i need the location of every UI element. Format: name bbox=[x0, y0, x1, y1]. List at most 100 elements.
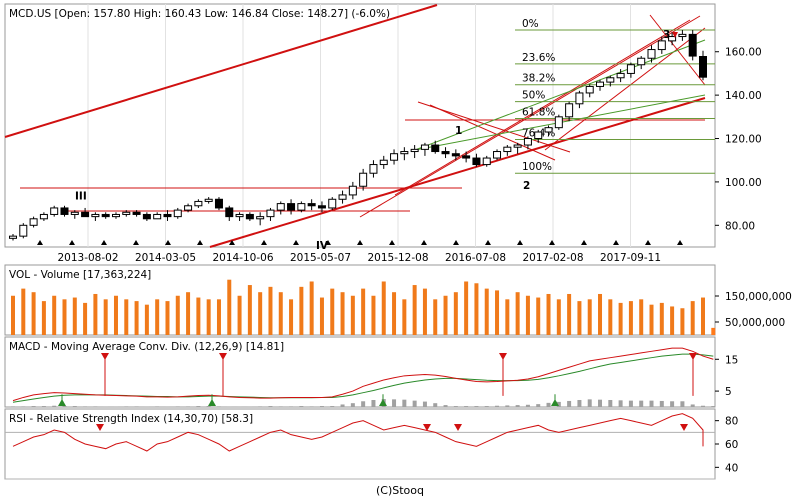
volume-bar bbox=[134, 301, 139, 335]
candle-body bbox=[348, 185, 357, 196]
time-marker bbox=[165, 240, 171, 245]
candle-body bbox=[39, 213, 48, 220]
macd-histogram-bar bbox=[350, 403, 355, 407]
price-title: MCD.US [Open: 157.80 High: 160.43 Low: 1… bbox=[9, 8, 390, 20]
candle-body bbox=[338, 194, 347, 200]
volume-bar bbox=[268, 286, 273, 335]
volume-bar bbox=[258, 292, 263, 335]
macd-histogram-bar bbox=[484, 406, 489, 407]
macd-sell-marker bbox=[101, 353, 109, 360]
macd-buy-marker bbox=[58, 399, 66, 406]
volume-bar bbox=[608, 299, 613, 335]
candle-body bbox=[678, 33, 687, 38]
candle-body bbox=[173, 209, 182, 218]
macd-histogram-bar bbox=[628, 400, 633, 407]
price-xtick-label: 2016-07-08 bbox=[445, 252, 506, 264]
volume-bar bbox=[186, 292, 191, 335]
candle-body bbox=[513, 144, 522, 148]
trend-line bbox=[394, 19, 691, 196]
candle-body bbox=[163, 213, 172, 218]
rsi-panel bbox=[4, 408, 716, 480]
time-marker bbox=[453, 240, 459, 245]
rsi-overbought-marker bbox=[423, 424, 431, 431]
rsi-title: RSI - Relative Strength Index (14,30,70)… bbox=[9, 413, 253, 425]
macd-histogram-bar bbox=[62, 406, 67, 407]
volume-bar bbox=[52, 295, 57, 335]
macd-histogram-bar bbox=[41, 406, 46, 407]
candle-body bbox=[462, 155, 471, 159]
macd-histogram-bar bbox=[556, 401, 561, 407]
candle-body bbox=[359, 172, 368, 187]
price-xtick-label: 2013-08-02 bbox=[57, 252, 118, 264]
candle-body bbox=[657, 40, 666, 51]
volume-bar bbox=[83, 302, 88, 335]
roman-label-IV: IV bbox=[316, 240, 329, 252]
price-xtick-label: 2015-12-08 bbox=[367, 252, 428, 264]
volume-bar bbox=[72, 297, 77, 335]
macd-histogram-bar bbox=[124, 406, 129, 407]
macd-histogram-bar bbox=[474, 406, 479, 407]
volume-bar bbox=[144, 304, 149, 335]
candle-body bbox=[60, 207, 69, 215]
macd-histogram-bar bbox=[546, 402, 551, 407]
volume-bar bbox=[21, 288, 26, 335]
candle-body bbox=[235, 213, 244, 218]
volume-bar bbox=[206, 299, 211, 335]
macd-histogram-bar bbox=[11, 406, 15, 407]
volume-bar bbox=[113, 295, 118, 335]
macd-sell-marker bbox=[499, 353, 507, 360]
macd-histogram-bar bbox=[134, 406, 139, 407]
candle-body bbox=[544, 127, 553, 133]
macd-histogram-bar bbox=[525, 404, 530, 407]
macd-histogram-bar bbox=[412, 400, 417, 407]
candle-body bbox=[266, 209, 275, 218]
volume-bar bbox=[515, 292, 520, 335]
volume-bar bbox=[618, 302, 623, 335]
macd-histogram-bar bbox=[433, 403, 438, 407]
macd-histogram-bar bbox=[515, 405, 520, 407]
macd-histogram-bar bbox=[670, 401, 675, 407]
fib-level-label: 61.8% bbox=[522, 107, 555, 119]
macd-histogram-bar bbox=[505, 405, 510, 407]
time-marker bbox=[325, 240, 331, 245]
volume-bar bbox=[577, 301, 582, 335]
candle-body bbox=[626, 64, 635, 74]
volume-bar bbox=[392, 292, 397, 335]
candle-body bbox=[616, 72, 625, 79]
candle-body bbox=[441, 151, 450, 155]
candle-body bbox=[317, 205, 326, 209]
candle-body bbox=[400, 151, 409, 155]
candle-body bbox=[70, 211, 79, 215]
time-marker bbox=[261, 240, 267, 245]
volume-bar bbox=[680, 308, 685, 335]
candle-body bbox=[523, 138, 532, 146]
volume-ytick-label: 50,000,000 bbox=[725, 317, 785, 329]
macd-histogram-bar bbox=[608, 400, 613, 407]
time-marker bbox=[677, 240, 683, 245]
candle-body bbox=[214, 198, 223, 209]
macd-ytick-label: 15 bbox=[725, 354, 738, 366]
volume-bar bbox=[628, 301, 633, 335]
candle-body bbox=[101, 213, 110, 218]
rsi-overbought-marker bbox=[96, 424, 104, 431]
candle-body bbox=[142, 213, 151, 220]
fib-level-label: 23.6% bbox=[522, 52, 555, 64]
volume-bar bbox=[525, 295, 530, 335]
time-marker bbox=[485, 240, 491, 245]
price-ytick-label: 80.00 bbox=[725, 220, 755, 232]
macd-histogram-bar bbox=[659, 400, 664, 407]
price-xtick-label: 2015-05-07 bbox=[290, 252, 351, 264]
candle-body bbox=[122, 211, 131, 215]
candle-body bbox=[503, 146, 512, 153]
volume-bar bbox=[340, 292, 345, 335]
volume-bar bbox=[495, 290, 500, 335]
price-ytick-label: 100.00 bbox=[725, 177, 762, 189]
volume-bar bbox=[690, 301, 695, 335]
rsi-ytick-label: 40 bbox=[725, 462, 738, 474]
volume-bar bbox=[639, 299, 644, 335]
candle-body bbox=[699, 56, 707, 78]
macd-sell-marker bbox=[219, 353, 227, 360]
volume-bar bbox=[505, 299, 510, 335]
volume-bar bbox=[711, 327, 716, 335]
volume-bar bbox=[319, 297, 324, 335]
